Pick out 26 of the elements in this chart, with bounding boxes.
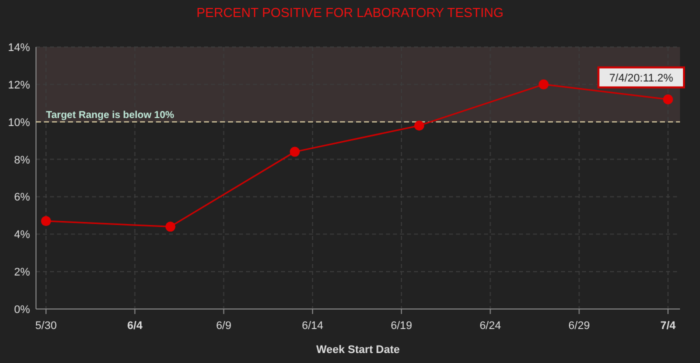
y-tick-label: 0% xyxy=(14,304,30,316)
point xyxy=(414,120,424,131)
point xyxy=(165,222,176,232)
y-tick-label: 6% xyxy=(14,192,30,204)
y-tick-label: 12% xyxy=(8,79,30,92)
point xyxy=(538,79,549,90)
y-tick-label: 4% xyxy=(14,229,30,242)
x-tick-label: 6/4 xyxy=(127,320,144,332)
ref-line-label: Target Range is below 10% xyxy=(46,110,174,121)
x-tick-label: 7/4 xyxy=(660,320,677,332)
y-tick-label: 2% xyxy=(14,266,30,279)
x-tick-label: 6/9 xyxy=(216,320,232,332)
x-tick-label: 5/30 xyxy=(35,320,57,332)
x-tick-label: 6/29 xyxy=(568,320,590,332)
x-tick-label: 6/24 xyxy=(480,320,501,332)
x-tick-label: 6/14 xyxy=(302,320,324,332)
chart-title: PERCENT POSITIVE FOR LABORATORY TESTING xyxy=(196,5,504,20)
annotation: 7/4/20:11.2% xyxy=(609,72,674,84)
y-tick-label: 14% xyxy=(8,42,30,54)
y-tick-label: 8% xyxy=(14,154,30,166)
y-tick-label: 10% xyxy=(8,116,30,129)
x-tick-label: 6/19 xyxy=(390,320,412,332)
point xyxy=(663,94,673,104)
point xyxy=(290,146,300,157)
x-axis-title: Week Start Date xyxy=(316,344,400,356)
point xyxy=(41,216,51,226)
